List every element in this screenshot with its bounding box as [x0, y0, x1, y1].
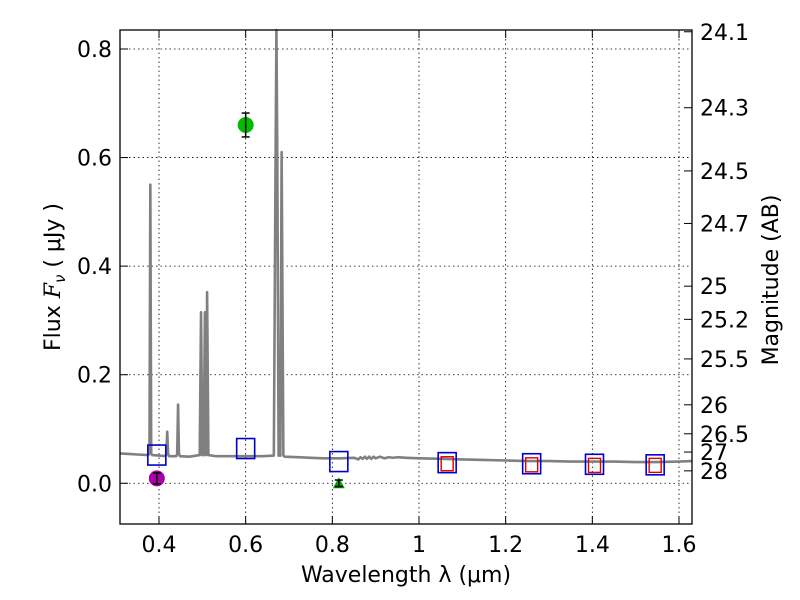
x-tick-label: 1.2: [488, 533, 523, 558]
x-axis-title: Wavelength λ (μm): [301, 563, 511, 588]
magnitude-tick-label: 24.3: [700, 97, 749, 122]
observed-flux-marker: [440, 456, 454, 472]
magnitude-tick-label: 26: [700, 394, 728, 419]
x-tick-label: 1: [412, 533, 426, 558]
y-axis-title-unit: ( μJy ): [41, 203, 66, 275]
template-spectrum: [119, 28, 693, 464]
magnitude-tick-label: 25.5: [700, 348, 749, 373]
y-tick-label: 0.2: [77, 364, 112, 389]
axis-ticks: 0.4 0.6 0.8 1 1.2 1.4 1.6 0.0 0.2 0.4 0.6 0.8 24.1 24…: [77, 21, 749, 558]
x-tick-label: 0.6: [228, 533, 263, 558]
magnitude-tick-label: 27: [700, 441, 728, 466]
y-tick-label: 0.4: [77, 255, 112, 280]
magnitude-tick-label: 25: [700, 275, 728, 300]
magnitude-tick-label: 28: [700, 460, 728, 485]
model-flux-marker: [584, 453, 605, 476]
x-tick-label: 1.6: [662, 533, 697, 558]
y2-axis-title: Magnitude (AB): [759, 195, 784, 366]
y-tick-label: 0.0: [77, 472, 112, 497]
y-axis-title-prefix: Flux: [41, 298, 66, 351]
y-axis-title: Flux Fν ( μJy ): [41, 203, 69, 351]
model-flux-marker: [329, 450, 349, 473]
model-flux-marker: [235, 437, 256, 460]
y-axis-title-subscript: ν: [51, 275, 69, 283]
y-axis-title-symbol: F: [41, 282, 66, 299]
model-flux-marker: [521, 452, 542, 475]
magnitude-tick-label: 24.5: [700, 160, 749, 185]
x-tick-label: 0.8: [315, 533, 350, 558]
magnitude-tick-label: 24.7: [700, 212, 749, 237]
magnitude-tick-label: 26.5: [700, 423, 749, 448]
y-tick-label: 0.6: [77, 147, 112, 172]
plot-frame: [119, 29, 693, 525]
magnitude-tick-label: 25.2: [700, 308, 749, 333]
model-flux-marker: [437, 451, 457, 474]
x-tick-label: 0.4: [142, 533, 177, 558]
observed-flux-marker: [587, 457, 602, 474]
magnitude-tick-label: 24.1: [700, 21, 749, 46]
observed-flux-marker: [648, 457, 662, 474]
model-flux-marker: [645, 454, 665, 476]
y-tick-label: 0.8: [77, 38, 112, 63]
observed-flux-marker: [524, 457, 539, 473]
spectrum-line: [119, 28, 693, 464]
data-points: [147, 112, 665, 489]
model-flux-marker: [147, 444, 167, 466]
x-tick-label: 1.4: [575, 533, 610, 558]
